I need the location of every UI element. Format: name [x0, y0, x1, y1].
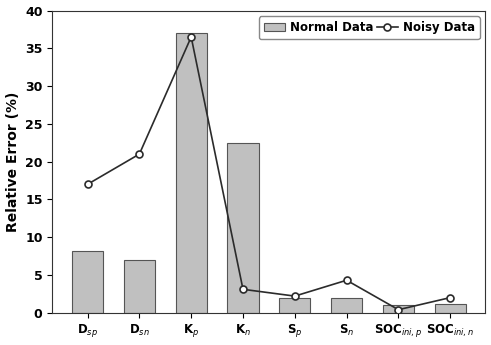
Bar — [435, 304, 466, 313]
Legend: Normal Data, Noisy Data: Normal Data, Noisy Data — [259, 17, 480, 39]
Bar — [227, 143, 259, 313]
Bar — [176, 33, 207, 313]
Bar — [279, 298, 310, 313]
Y-axis label: Relative Error (%): Relative Error (%) — [5, 91, 20, 232]
Bar — [383, 305, 414, 313]
Bar — [331, 298, 362, 313]
Bar — [124, 260, 155, 313]
Bar — [72, 251, 103, 313]
